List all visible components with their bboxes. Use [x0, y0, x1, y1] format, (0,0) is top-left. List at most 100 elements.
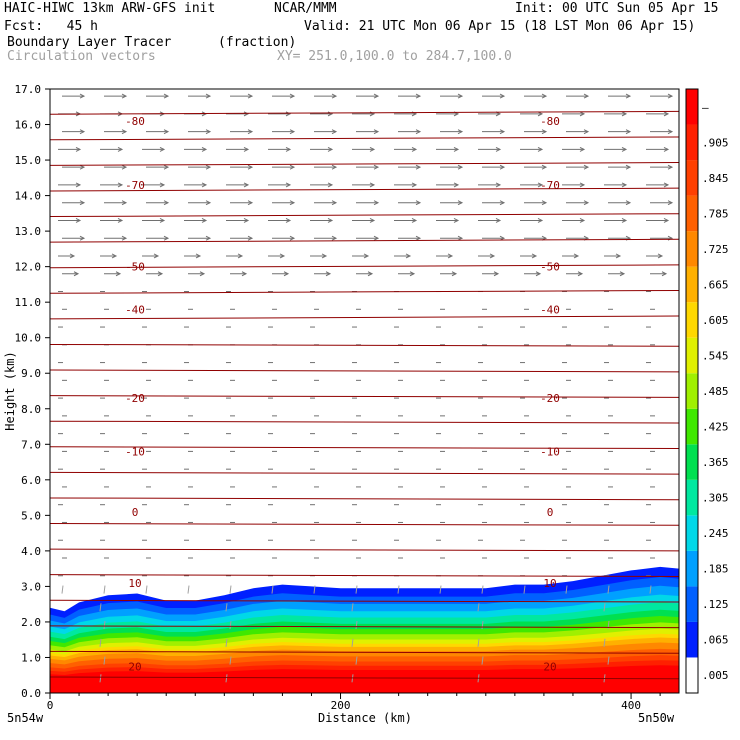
y-axis: 0.0 1.0 2.0 3.0 4.0 5.0 6.0 7.0 8.0 9.0 10.0 11.0 12… [15, 83, 50, 700]
vector-arrowhead [573, 253, 580, 259]
vector-arrow [313, 585, 316, 594]
vector-arrow [355, 585, 358, 594]
vector-arrow [61, 585, 64, 594]
vector-arrowhead [373, 200, 380, 206]
contour-label-bg [123, 262, 148, 272]
y-tick-label: 4.0 [21, 545, 41, 558]
y-tick-label: 10.0 [15, 332, 42, 345]
vector-arrowhead [537, 218, 544, 223]
y-tick-label: 15.0 [15, 154, 42, 167]
vector-arrowhead [579, 218, 586, 223]
vector-arrowhead [625, 129, 632, 135]
vector-arrowhead [201, 182, 208, 188]
vector-arrow [351, 638, 354, 647]
plot-frame [49, 88, 680, 694]
x-tick-label: 0 [47, 699, 54, 712]
vector-arrowhead [75, 146, 82, 152]
vector-arrowhead [205, 200, 212, 206]
y-axis-label: Height (km) [3, 351, 17, 430]
vector-arrowhead [247, 200, 254, 206]
vector-arrowhead [495, 218, 502, 223]
colorbar-swatch [686, 266, 698, 303]
vector-arrow [603, 638, 606, 647]
vector-arrowhead [163, 93, 170, 99]
temperature-contour [49, 420, 680, 424]
vector-arrowhead [541, 129, 548, 135]
temperature-contour [49, 676, 680, 680]
vector-arrow [103, 585, 106, 594]
colorbar: .005 .065 .125 .185 .245 .305 .365 .425 .485 .545… [685, 88, 729, 694]
colorbar-label: .425 [702, 421, 729, 434]
temperature-contour [49, 264, 680, 269]
vector-arrowhead [289, 164, 296, 170]
contour-label: -70 [125, 179, 145, 192]
vector-arrowhead [447, 253, 454, 259]
vector-arrow [351, 603, 354, 612]
vector-arrowhead [205, 164, 212, 170]
contour-label: -20 [125, 392, 145, 405]
contour-label-bg [538, 304, 563, 314]
vector-arrowhead [79, 200, 86, 206]
contour-label-bg [538, 180, 563, 190]
contour-label: 0 [132, 506, 139, 519]
contour-label-bg [538, 446, 563, 456]
vector-arrowhead [579, 182, 586, 188]
field-name: Boundary Layer Tracer [7, 35, 172, 50]
y-tick-label: 13.0 [15, 225, 42, 238]
vector-arrowhead [121, 93, 128, 99]
temperature-contour [49, 315, 680, 320]
vector-arrowhead [201, 146, 208, 152]
vector-arrowhead [325, 271, 332, 277]
colorbar-swatch [686, 373, 698, 409]
contour-label: -40 [540, 303, 560, 316]
vector-arrowhead [79, 235, 86, 241]
temperature-contour [49, 523, 680, 526]
contour-label: 10 [543, 577, 556, 590]
vector-arrowhead [289, 200, 296, 206]
vector-arrowhead [535, 271, 542, 277]
vector-arrowhead [159, 182, 166, 188]
vector-arrowhead [667, 93, 674, 99]
vector-arrowhead [285, 218, 292, 223]
x-tick-label: 400 [621, 699, 641, 712]
vector-arrowhead [79, 93, 86, 99]
vector-arrowhead [499, 129, 506, 135]
vector-arrow [229, 585, 232, 594]
y-tick-label: 11.0 [15, 296, 42, 309]
contour-label-bg [538, 393, 563, 403]
contour-label: -20 [540, 392, 560, 405]
x-axis: 0 200 400 [47, 693, 661, 712]
forecast-hour: Fcst: 45 h [4, 19, 98, 34]
vector-arrowhead [285, 111, 292, 117]
colorbar-label: .905 [702, 136, 729, 149]
x-tick-label: 200 [331, 699, 351, 712]
vector-arrowhead [621, 218, 628, 223]
vector-arrowhead [625, 93, 632, 99]
vector-arrowhead [531, 253, 538, 259]
vector-legend: Circulation vectors [7, 49, 156, 64]
temperature-contour [49, 548, 680, 552]
vector-arrow [477, 603, 480, 612]
vector-arrowhead [163, 235, 170, 241]
vector-arrowhead [495, 182, 502, 188]
colorbar-label: .605 [702, 314, 729, 327]
vector-arrowhead [373, 129, 380, 135]
vector-arrowhead [199, 271, 206, 277]
vector-arrowhead [289, 235, 296, 241]
contour-label-bg [541, 661, 559, 671]
temperature-contour [49, 343, 680, 347]
vector-arrowhead [577, 271, 584, 277]
org-label: NCAR/MMM [274, 1, 337, 16]
colorbar-swatch [686, 408, 698, 445]
vector-arrowhead [243, 182, 250, 188]
vector-arrowhead [289, 93, 296, 99]
vector-arrowhead [373, 93, 380, 99]
vector-arrowhead [115, 271, 122, 277]
vector-arrowhead [373, 164, 380, 170]
temperature-contour [49, 289, 680, 294]
vector-arrow [103, 620, 106, 630]
vector-arrow [477, 638, 480, 647]
vector-arrow [225, 603, 228, 612]
vector-arrow [225, 638, 228, 647]
